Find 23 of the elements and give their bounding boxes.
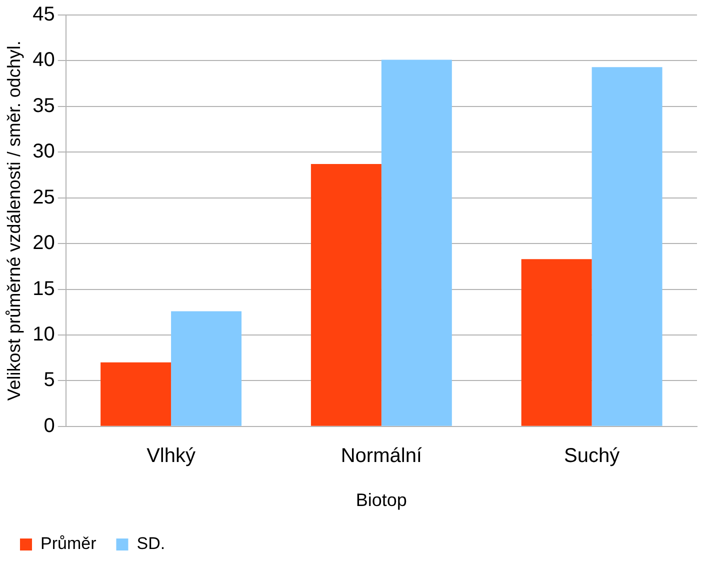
y-tick-label: 20 <box>32 232 55 254</box>
bar <box>310 164 382 426</box>
bar <box>171 311 242 426</box>
y-tick-label: 40 <box>32 49 55 72</box>
y-tick-label: 45 <box>32 4 55 26</box>
x-tick-label: Suchý <box>564 444 620 467</box>
y-tick-label: 25 <box>32 186 55 208</box>
bar <box>381 60 452 426</box>
y-tick-label: 10 <box>32 323 55 346</box>
bar <box>521 259 592 426</box>
y-axis-title: Velikost průměrné vzdálenosti / směr. odchyl. <box>4 40 24 401</box>
legend-label: SD. <box>136 534 166 554</box>
x-tick-label: Vlhký <box>146 444 196 467</box>
bar <box>100 362 172 426</box>
y-tick-label: 30 <box>32 140 55 163</box>
y-tick-label: 35 <box>32 94 55 117</box>
y-tick-label: 15 <box>32 278 55 300</box>
x-axis-title: Biotop <box>356 490 407 510</box>
legend-label: Průměr <box>40 534 97 554</box>
x-tick-label: Normální <box>340 444 422 467</box>
bar <box>592 67 662 426</box>
y-tick-label: 0 <box>44 414 55 437</box>
y-tick-label: 5 <box>44 369 55 392</box>
